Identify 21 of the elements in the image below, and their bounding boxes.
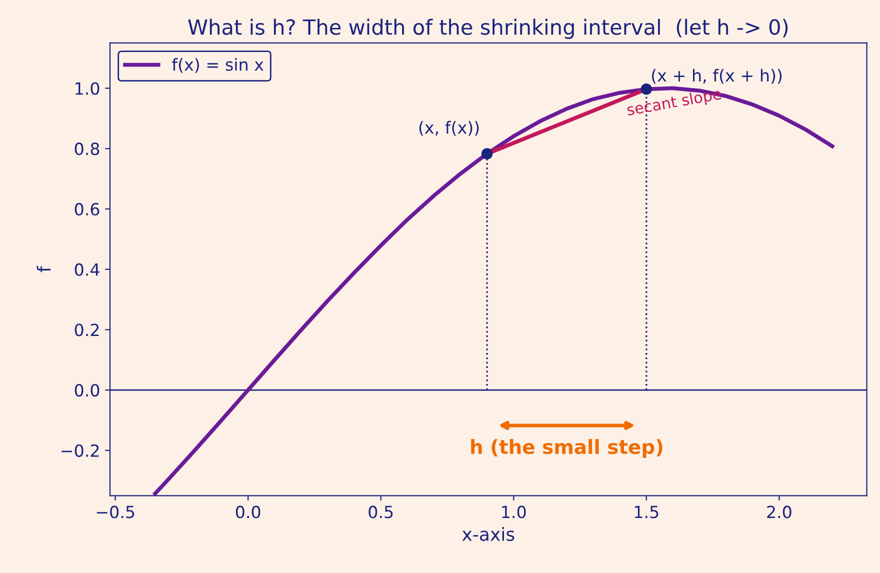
x-tick-label: 1.5 [634,506,658,518]
y-tick-label: −0.2 [62,444,99,457]
x-tick-label: −0.5 [96,506,134,518]
x-tick-label: 2.0 [767,506,792,518]
y-tick-label: 0.4 [74,263,100,276]
y-tick-label: 0.2 [74,324,99,336]
x-tick-label: 1.0 [502,506,526,518]
annotation: secant slope [626,88,722,119]
legend-label: f(x) = sin x [172,58,264,73]
x-axis-title: x-axis [462,527,514,542]
y-tick-label: 0.0 [74,384,100,397]
y-tick-label: 0.8 [74,142,100,156]
x-tick-label: 0.0 [236,506,260,518]
annotation: (x + h, f(x + h)) [652,68,782,84]
annotation: (x, f(x)) [419,120,479,136]
x-tick-label: 0.5 [368,506,393,518]
annotation: h (the small step) [471,439,662,458]
y-axis-title: f [36,266,50,272]
chart-title: What is h? The width of the shrinking interval (let h -> 0) [188,18,788,39]
y-tick-label: 0.6 [74,202,100,216]
y-tick-label: 1.0 [76,82,100,95]
